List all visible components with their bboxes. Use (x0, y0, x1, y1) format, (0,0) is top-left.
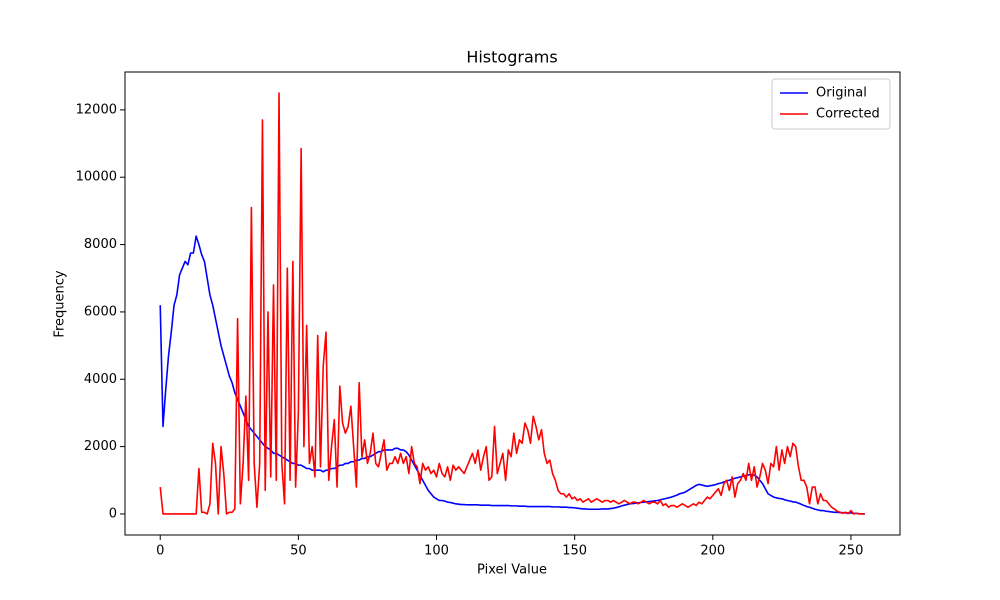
y-tick-label: 4000 (84, 372, 117, 387)
y-tick-label: 6000 (84, 304, 117, 319)
x-tick-label: 100 (424, 544, 449, 559)
y-axis-label: Frequency (53, 270, 68, 337)
x-tick-label: 150 (562, 544, 587, 559)
legend-label: Corrected (816, 107, 880, 122)
chart-title: Histograms (466, 48, 557, 67)
y-tick-label: 0 (109, 506, 117, 521)
legend-label: Original (816, 86, 867, 101)
legend-box (771, 78, 891, 130)
y-tick-label: 10000 (76, 170, 117, 185)
line-series (159, 92, 865, 515)
y-tick-label: 12000 (76, 102, 117, 117)
x-tick-label: 0 (156, 544, 164, 559)
x-tick-label: 50 (290, 544, 307, 559)
y-tick-label: 8000 (84, 237, 117, 252)
x-axis-label: Pixel Value (477, 563, 547, 578)
y-tick-label: 2000 (84, 439, 117, 454)
plot-frame (124, 71, 901, 536)
x-tick-label: 250 (839, 544, 864, 559)
x-tick-label: 200 (700, 544, 725, 559)
